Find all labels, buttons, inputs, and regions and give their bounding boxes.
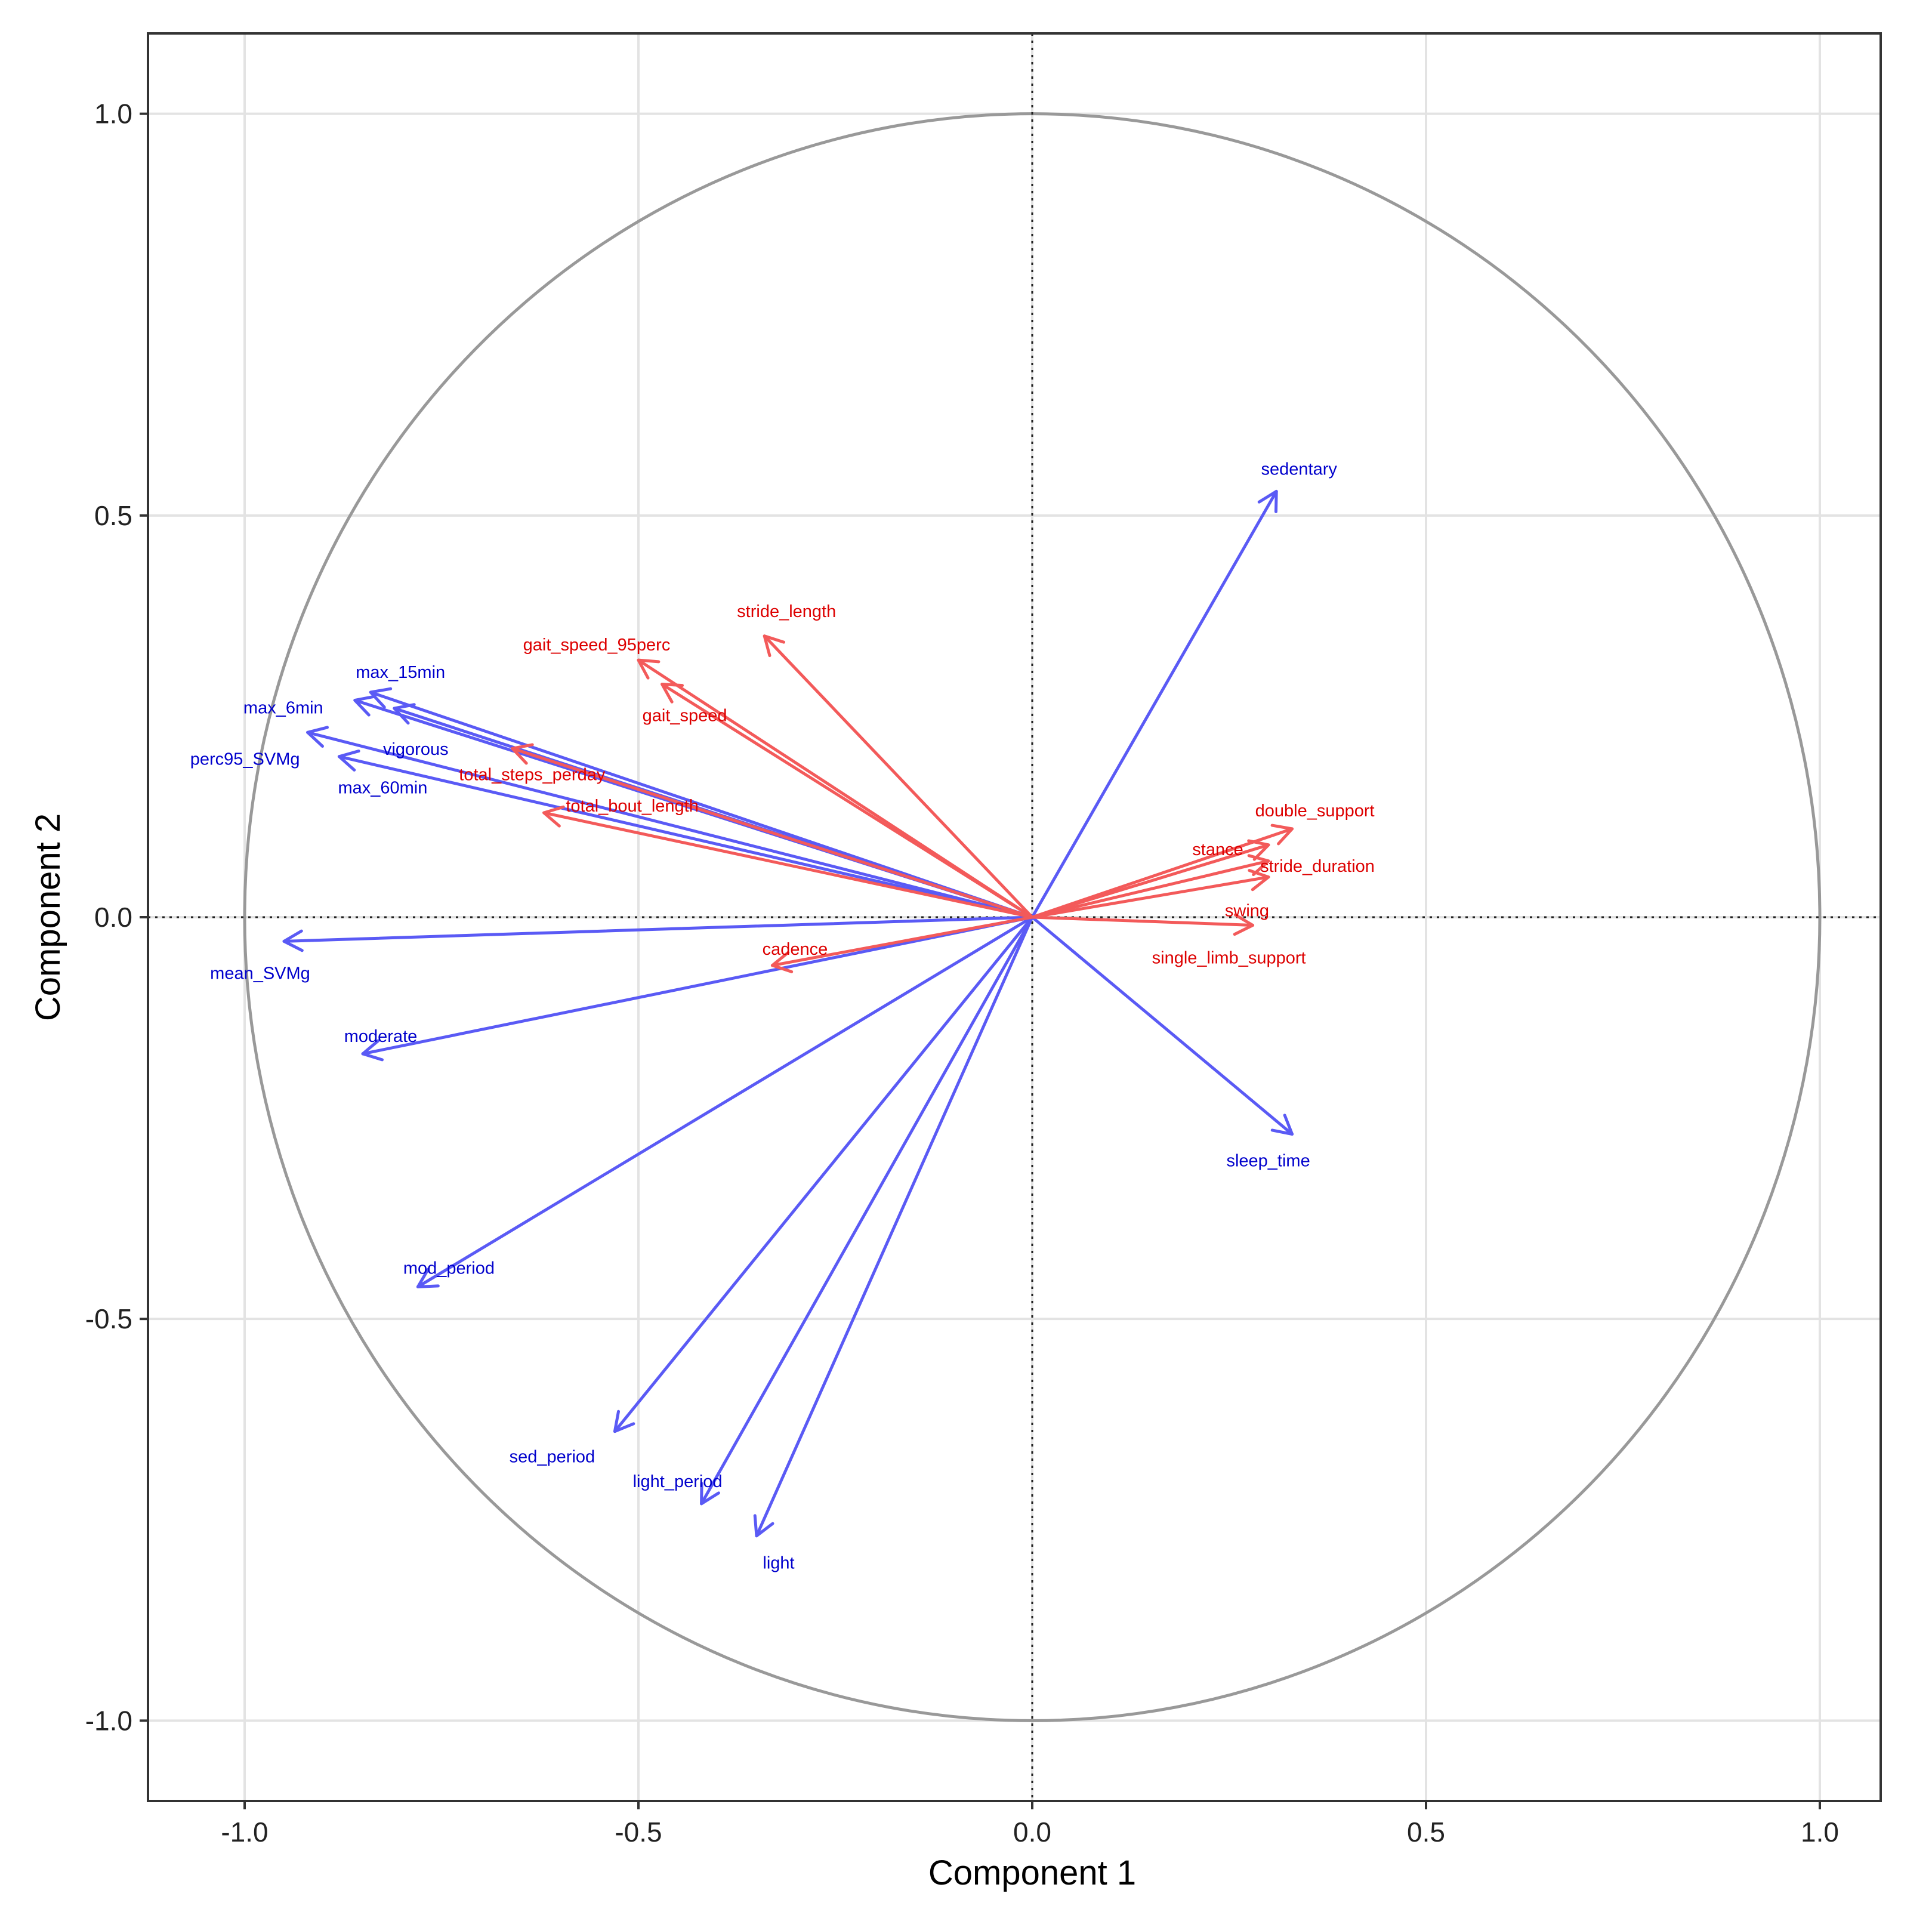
arrow-sleep_time (1030, 915, 1294, 1136)
arrowhead-stance (1247, 839, 1270, 861)
arrowhead-mean_SVMg (282, 929, 304, 952)
label-double_support: double_support (1255, 801, 1375, 821)
x-axis-title: Component 1 (928, 1854, 1136, 1892)
arrow-perc95_SVMg (306, 730, 1034, 919)
arrow-stride_duration (1030, 859, 1270, 919)
arrowhead-mod_period (416, 1267, 440, 1288)
arrowhead-stride_length (763, 634, 786, 658)
label-swing: swing (1225, 902, 1269, 921)
y-tick-label: 0.5 (94, 500, 132, 531)
label-total_steps_perday: total_steps_perday (459, 765, 606, 784)
arrow-moderate (361, 915, 1034, 1056)
arrow-swing (1030, 875, 1270, 919)
label-light: light (763, 1554, 794, 1573)
label-sedentary: sedentary (1261, 459, 1338, 479)
y-tick-label: -0.5 (85, 1303, 132, 1334)
arrowhead-max_15min (369, 687, 393, 709)
label-cadence: cadence (763, 940, 828, 959)
arrowhead-vigorous (393, 703, 416, 725)
loading-arrows (282, 489, 1294, 1538)
y-axis-title: Component 2 (29, 813, 67, 1021)
arrowhead-moderate (361, 1039, 384, 1062)
arrowhead-cadence (770, 951, 794, 973)
label-gait_speed_95perc: gait_speed_95perc (523, 636, 671, 655)
label-max_15min: max_15min (356, 663, 445, 682)
label-moderate: moderate (344, 1027, 418, 1046)
arrow-sed_period (613, 915, 1034, 1433)
x-tick-label: 0.0 (1013, 1817, 1051, 1848)
arrow-mod_period (416, 915, 1034, 1288)
arrowhead-perc95_SVMg (306, 726, 329, 748)
label-perc95_SVMg: perc95_SVMg (190, 750, 300, 769)
arrowhead-light (753, 1514, 774, 1538)
arrow-gait_speed (661, 683, 1034, 919)
arrowhead-total_bout_length (542, 805, 565, 828)
arrow-total_steps_perday (511, 747, 1034, 919)
arrow-max_60min (337, 755, 1034, 919)
label-stride_duration: stride_duration (1260, 857, 1375, 876)
arrow-total_bout_length (542, 811, 1034, 919)
arrow-mean_SVMg (282, 915, 1034, 943)
arrow-stride_length (763, 634, 1034, 919)
x-tick-label: 1.0 (1801, 1817, 1839, 1848)
axis-ticks: -1.0 -0.5 0.0 0.5 1.0 1.0 0.5 0.0 -0.5 -1.0 (85, 98, 1839, 1848)
arrowhead-light_period (700, 1482, 720, 1506)
y-tick-label: -1.0 (85, 1705, 132, 1736)
label-max_6min: max_6min (243, 698, 323, 717)
arrowhead-sed_period (613, 1410, 635, 1433)
arrowhead-sleep_time (1270, 1114, 1294, 1136)
label-sed_period: sed_period (510, 1448, 595, 1467)
arrowhead-gait_speed_95perc (637, 658, 661, 680)
arrowhead-stride_duration (1247, 854, 1270, 877)
label-light_period: light_period (633, 1472, 723, 1491)
label-vigorous: vigorous (383, 740, 449, 759)
arrowhead-sedentary (1257, 489, 1278, 513)
y-tick-label: 1.0 (94, 98, 132, 129)
x-tick-label: -1.0 (221, 1817, 268, 1848)
x-tick-label: 0.5 (1407, 1817, 1445, 1848)
label-gait_speed: gait_speed (643, 707, 727, 726)
arrow-light_period (700, 915, 1034, 1506)
label-stance: stance (1192, 840, 1243, 859)
label-mod_period: mod_period (403, 1259, 495, 1278)
label-stride_length: stride_length (737, 602, 836, 621)
arrowhead-max_60min (337, 750, 360, 772)
label-total_bout_length: total_bout_length (566, 797, 699, 816)
arrow-cadence (770, 915, 1034, 967)
arrowhead-max_6min (353, 695, 376, 717)
variable-labels: sedentary sleep_time max_15min max_6minvigo… (190, 459, 1375, 1572)
label-mean_SVMg: mean_SVMg (210, 964, 310, 983)
arrowhead-total_steps_perday (511, 743, 534, 765)
label-single_limb_support: single_limb_support (1152, 948, 1306, 967)
arrowhead-swing (1248, 869, 1270, 892)
arrowhead-single_limb_support (1233, 913, 1255, 936)
label-max_60min: max_60min (338, 779, 427, 798)
x-tick-label: -0.5 (615, 1817, 662, 1848)
arrow-sedentary (1030, 489, 1278, 919)
arrow-single_limb_support (1030, 915, 1255, 927)
arrowhead-double_support (1270, 824, 1294, 846)
label-sleep_time: sleep_time (1226, 1152, 1310, 1171)
arrow-light (755, 915, 1034, 1538)
arrowhead-gait_speed (661, 683, 684, 704)
y-tick-label: 0.0 (94, 902, 132, 933)
arrow-stance (1030, 843, 1270, 919)
